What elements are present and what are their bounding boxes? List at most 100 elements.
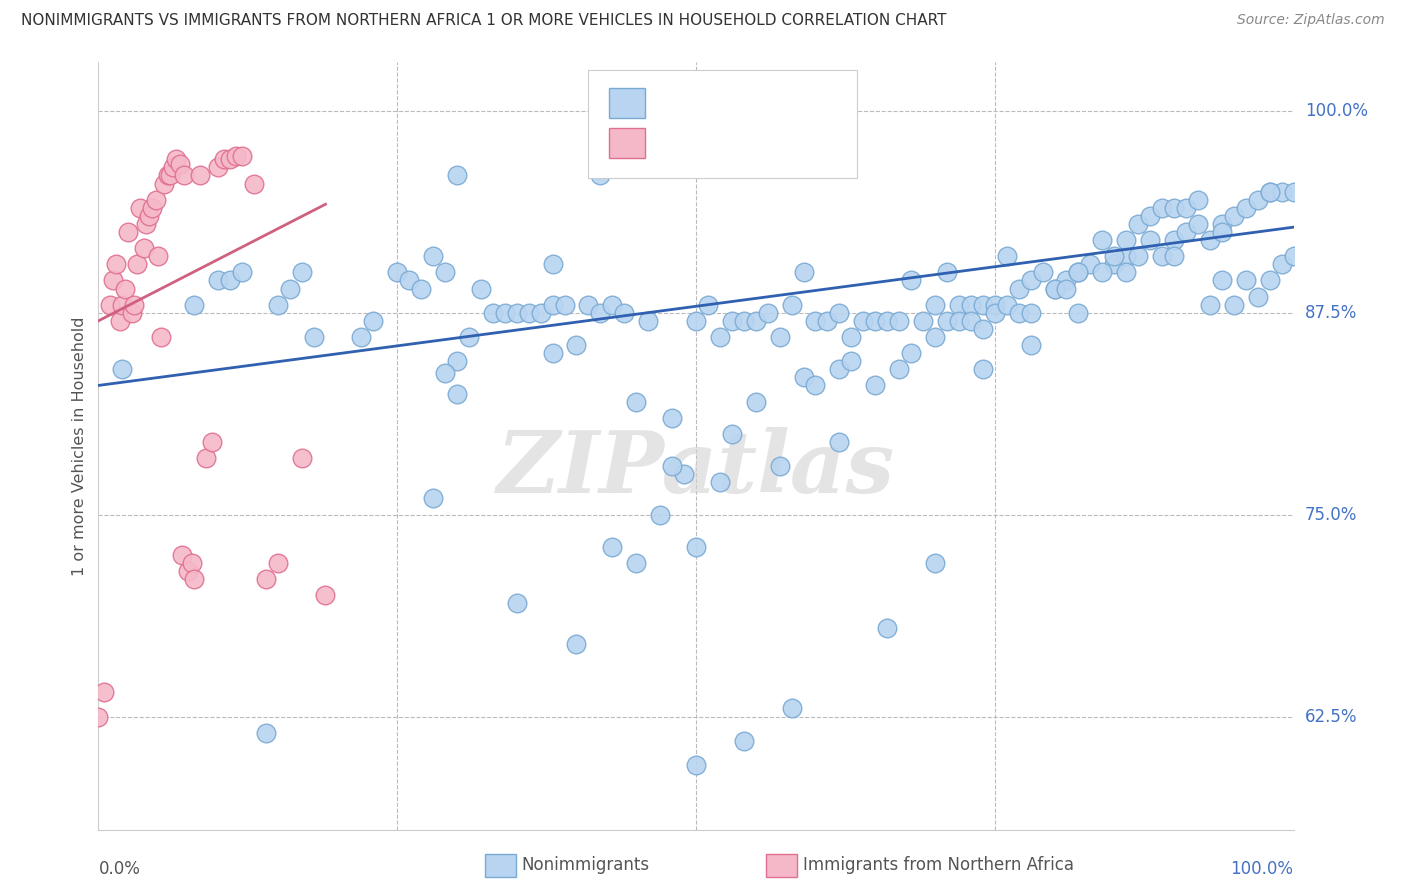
- Point: [626, 394, 648, 409]
- Point: [159, 169, 181, 183]
- Text: ZIPatlas: ZIPatlas: [496, 427, 896, 511]
- Point: [768, 459, 790, 474]
- Point: [494, 306, 516, 320]
- Point: [121, 306, 143, 320]
- Point: [156, 169, 179, 183]
- Y-axis label: 1 or more Vehicles in Household: 1 or more Vehicles in Household: [72, 317, 87, 575]
- Point: [446, 169, 468, 183]
- Text: 62.5%: 62.5%: [1305, 707, 1357, 725]
- Point: [602, 540, 624, 554]
- Point: [1282, 185, 1305, 199]
- Point: [1032, 265, 1054, 279]
- Point: [172, 548, 194, 562]
- Point: [972, 322, 994, 336]
- Point: [225, 149, 247, 163]
- Point: [517, 306, 540, 320]
- Point: [841, 330, 863, 344]
- Point: [1115, 233, 1137, 247]
- Point: [101, 273, 124, 287]
- Point: [1056, 281, 1078, 295]
- Point: [141, 201, 163, 215]
- Point: [138, 209, 160, 223]
- Point: [1223, 298, 1246, 312]
- Point: [673, 467, 696, 482]
- Point: [1163, 233, 1185, 247]
- Point: [145, 193, 167, 207]
- Point: [183, 298, 205, 312]
- Text: R = 0.284: R = 0.284: [657, 134, 755, 152]
- Text: Immigrants from Northern Africa: Immigrants from Northern Africa: [803, 856, 1074, 874]
- Point: [148, 249, 170, 263]
- Point: [1199, 233, 1222, 247]
- Point: [768, 330, 790, 344]
- Text: Nonimmigrants: Nonimmigrants: [522, 856, 650, 874]
- Point: [565, 637, 588, 651]
- Text: NONIMMIGRANTS VS IMMIGRANTS FROM NORTHERN AFRICA 1 OR MORE VEHICLES IN HOUSEHOLD: NONIMMIGRANTS VS IMMIGRANTS FROM NORTHER…: [21, 13, 946, 29]
- Point: [1187, 193, 1209, 207]
- Point: [972, 298, 994, 312]
- Point: [458, 330, 481, 344]
- Point: [173, 169, 195, 183]
- Point: [398, 273, 420, 287]
- Point: [165, 153, 187, 167]
- Point: [972, 362, 994, 376]
- Point: [780, 298, 803, 312]
- Point: [254, 572, 277, 586]
- FancyBboxPatch shape: [609, 128, 644, 158]
- Point: [1234, 273, 1257, 287]
- Point: [278, 281, 301, 295]
- Point: [995, 298, 1018, 312]
- Point: [1019, 306, 1042, 320]
- Point: [745, 394, 768, 409]
- Point: [422, 491, 444, 506]
- Point: [470, 281, 492, 295]
- Point: [169, 157, 191, 171]
- Point: [828, 362, 851, 376]
- Point: [149, 330, 172, 344]
- Point: [1282, 249, 1305, 263]
- Point: [162, 161, 184, 175]
- Point: [1104, 257, 1126, 271]
- Text: Source: ZipAtlas.com: Source: ZipAtlas.com: [1237, 13, 1385, 28]
- Point: [900, 273, 922, 287]
- Point: [125, 257, 148, 271]
- Point: [984, 306, 1007, 320]
- Point: [889, 362, 911, 376]
- Point: [709, 330, 731, 344]
- Point: [626, 556, 648, 570]
- Point: [422, 249, 444, 263]
- Point: [1271, 257, 1294, 271]
- Point: [506, 597, 529, 611]
- Point: [1271, 185, 1294, 199]
- Point: [291, 451, 314, 466]
- Point: [1104, 249, 1126, 263]
- Point: [93, 685, 115, 699]
- Point: [1115, 265, 1137, 279]
- Point: [350, 330, 373, 344]
- Point: [117, 225, 139, 239]
- Point: [995, 249, 1018, 263]
- Point: [530, 306, 553, 320]
- Point: [207, 161, 229, 175]
- Point: [637, 153, 659, 167]
- Point: [648, 508, 672, 522]
- FancyBboxPatch shape: [589, 70, 858, 178]
- Point: [129, 201, 152, 215]
- Point: [212, 153, 235, 167]
- Point: [960, 314, 983, 328]
- Point: [1258, 185, 1281, 199]
- Point: [267, 298, 290, 312]
- Point: [315, 588, 337, 602]
- FancyBboxPatch shape: [609, 87, 644, 119]
- Point: [291, 265, 314, 279]
- Text: 0.0%: 0.0%: [98, 860, 141, 878]
- Point: [661, 410, 683, 425]
- Point: [721, 426, 744, 441]
- Text: N =  44: N = 44: [758, 134, 832, 152]
- Point: [865, 314, 887, 328]
- Point: [804, 314, 827, 328]
- Point: [565, 338, 588, 352]
- Point: [1080, 257, 1102, 271]
- Point: [900, 346, 922, 360]
- Point: [363, 314, 385, 328]
